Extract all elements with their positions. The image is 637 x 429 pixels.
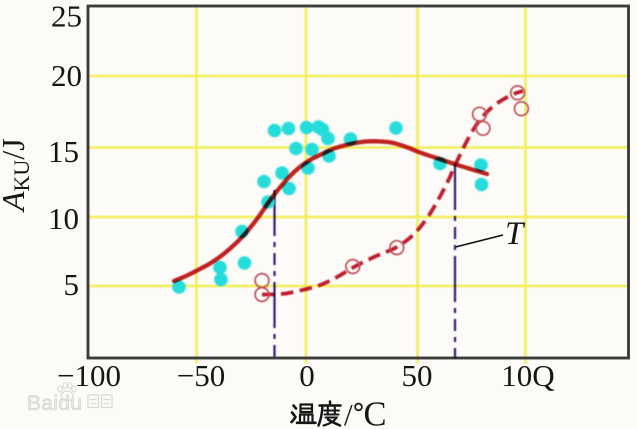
svg-text:5: 5	[64, 267, 80, 302]
svg-text:AKU/J: AKU/J	[0, 138, 34, 213]
svg-text:15: 15	[48, 134, 79, 169]
svg-text:C: C	[364, 396, 387, 429]
svg-text:−50: −50	[177, 358, 225, 393]
svg-text:Baidu: Baidu	[27, 392, 82, 415]
svg-text:0: 0	[299, 358, 315, 393]
svg-text:T: T	[505, 216, 526, 252]
svg-text:/: /	[344, 397, 353, 429]
svg-text:10Q: 10Q	[501, 358, 554, 393]
svg-text:10: 10	[48, 201, 79, 236]
svg-text:25: 25	[51, 0, 82, 34]
svg-text:20: 20	[51, 58, 82, 93]
svg-text:50: 50	[402, 358, 433, 393]
